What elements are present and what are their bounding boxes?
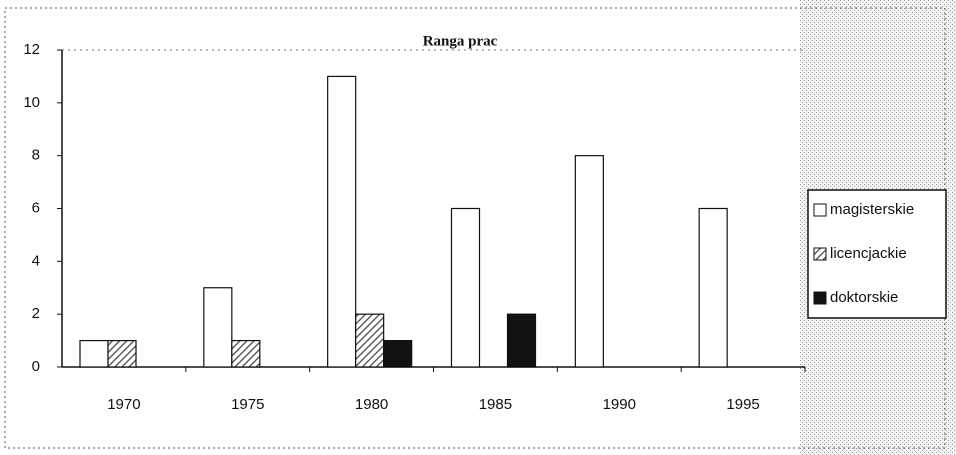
y-tick-label: 4 (32, 252, 40, 269)
y-tick-label: 2 (32, 305, 40, 322)
bar (450, 207, 481, 368)
chart-title: Ranga prac (423, 33, 498, 49)
y-tick-label: 8 (32, 147, 40, 164)
legend-swatch (813, 247, 827, 261)
x-tick-label: 1975 (231, 396, 264, 413)
y-tick-label: 10 (23, 94, 40, 111)
bar (506, 313, 537, 368)
x-tick-label: 1990 (603, 396, 636, 413)
bar (107, 339, 137, 368)
x-tick-label: 1985 (479, 396, 512, 413)
bar (383, 339, 413, 368)
legend-box (807, 189, 947, 319)
bar (203, 287, 233, 368)
legend-swatch (813, 203, 827, 217)
x-tick-label: 1970 (107, 396, 140, 413)
bar (79, 339, 109, 368)
bar (231, 339, 261, 368)
bar (574, 155, 604, 368)
x-tick-label: 1995 (726, 396, 759, 413)
legend-label: licencjackie (830, 245, 907, 262)
bar (327, 75, 357, 368)
legend-label: doktorskie (830, 289, 898, 306)
legend-label: magisterskie (830, 201, 914, 218)
y-tick-label: 0 (32, 358, 40, 375)
y-tick-label: 12 (23, 41, 40, 58)
bar (355, 313, 385, 368)
bar (698, 207, 728, 368)
legend-swatch (813, 291, 827, 305)
x-tick-label: 1980 (355, 396, 388, 413)
y-tick-label: 6 (32, 199, 40, 216)
